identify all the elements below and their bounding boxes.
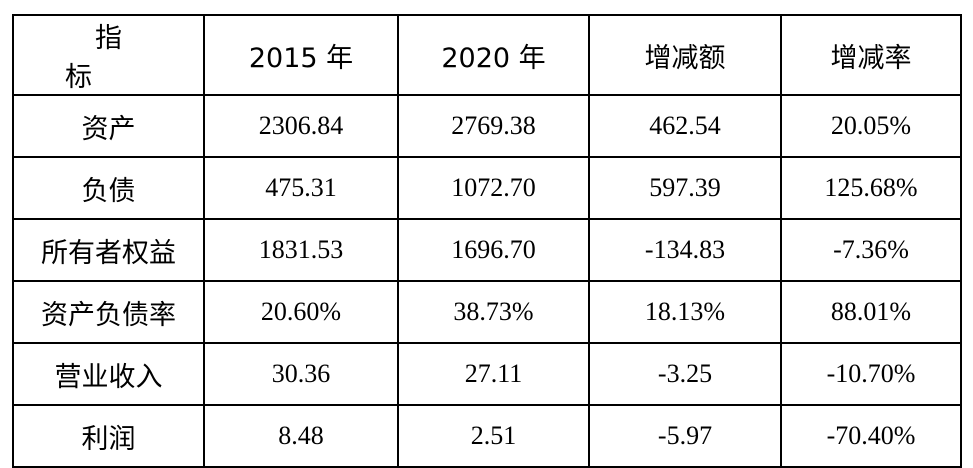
table-row: 资产 2306.84 2769.38 462.54 20.05%	[12, 94, 962, 158]
header-cell: 增减率	[780, 14, 962, 96]
table-row: 资产负债率 20.60% 38.73% 18.13% 88.01%	[12, 280, 962, 344]
header-cell: 2020 年	[397, 14, 590, 96]
header-cell: 增减额	[588, 14, 782, 96]
table-cell: 462.54	[588, 94, 782, 158]
header-row: 指标 2015 年 2020 年增减额 增减率	[12, 14, 962, 96]
header-cell: 2015 年	[203, 14, 399, 96]
table-cell: -5.97	[588, 404, 782, 468]
table-cell: -70.40%	[780, 404, 962, 468]
table-cell: 27.11	[397, 342, 590, 406]
table-cell: 1696.70	[397, 218, 590, 282]
table-cell: 2.51	[397, 404, 590, 468]
table-row: 所有者权益 1831.53 1696.70 -134.83 -7.36%	[12, 218, 962, 282]
row-label: 所有者权益	[12, 218, 205, 282]
table-cell: 18.13%	[588, 280, 782, 344]
table-cell: 30.36	[203, 342, 399, 406]
table-cell: -10.70%	[780, 342, 962, 406]
data-table: 指标 2015 年 2020 年增减额 增减率 资产 2306.84 2769.38 462.…	[12, 14, 962, 468]
table-cell: -134.83	[588, 218, 782, 282]
table-cell: 8.48	[203, 404, 399, 468]
table-cell: 1072.70	[397, 156, 590, 220]
row-label: 资产负债率	[12, 280, 205, 344]
table-cell: 475.31	[203, 156, 399, 220]
row-label: 营业收入	[12, 342, 205, 406]
row-label: 利润	[12, 404, 205, 468]
table-cell: 125.68%	[780, 156, 962, 220]
row-label: 资产	[12, 94, 205, 158]
row-label: 负债	[12, 156, 205, 220]
table-cell: 38.73%	[397, 280, 590, 344]
table-row: 利润 8.48 2.51 -5.97 -70.40%	[12, 404, 962, 468]
table-cell: 597.39	[588, 156, 782, 220]
table-cell: 20.60%	[203, 280, 399, 344]
table-cell: -7.36%	[780, 218, 962, 282]
table-cell: 88.01%	[780, 280, 962, 344]
table-body: 指标 2015 年 2020 年增减额 增减率 资产 2306.84 2769.38 462.…	[12, 14, 962, 468]
table-cell: 1831.53	[203, 218, 399, 282]
table-row: 负债 475.31 1072.70 597.39 125.68%	[12, 156, 962, 220]
table-row: 营业收入 30.36 27.11 -3.25 -10.70%	[12, 342, 962, 406]
table-cell: 2769.38	[397, 94, 590, 158]
header-cell: 指标	[12, 14, 205, 96]
table-cell: 2306.84	[203, 94, 399, 158]
table-cell: -3.25	[588, 342, 782, 406]
table-cell: 20.05%	[780, 94, 962, 158]
